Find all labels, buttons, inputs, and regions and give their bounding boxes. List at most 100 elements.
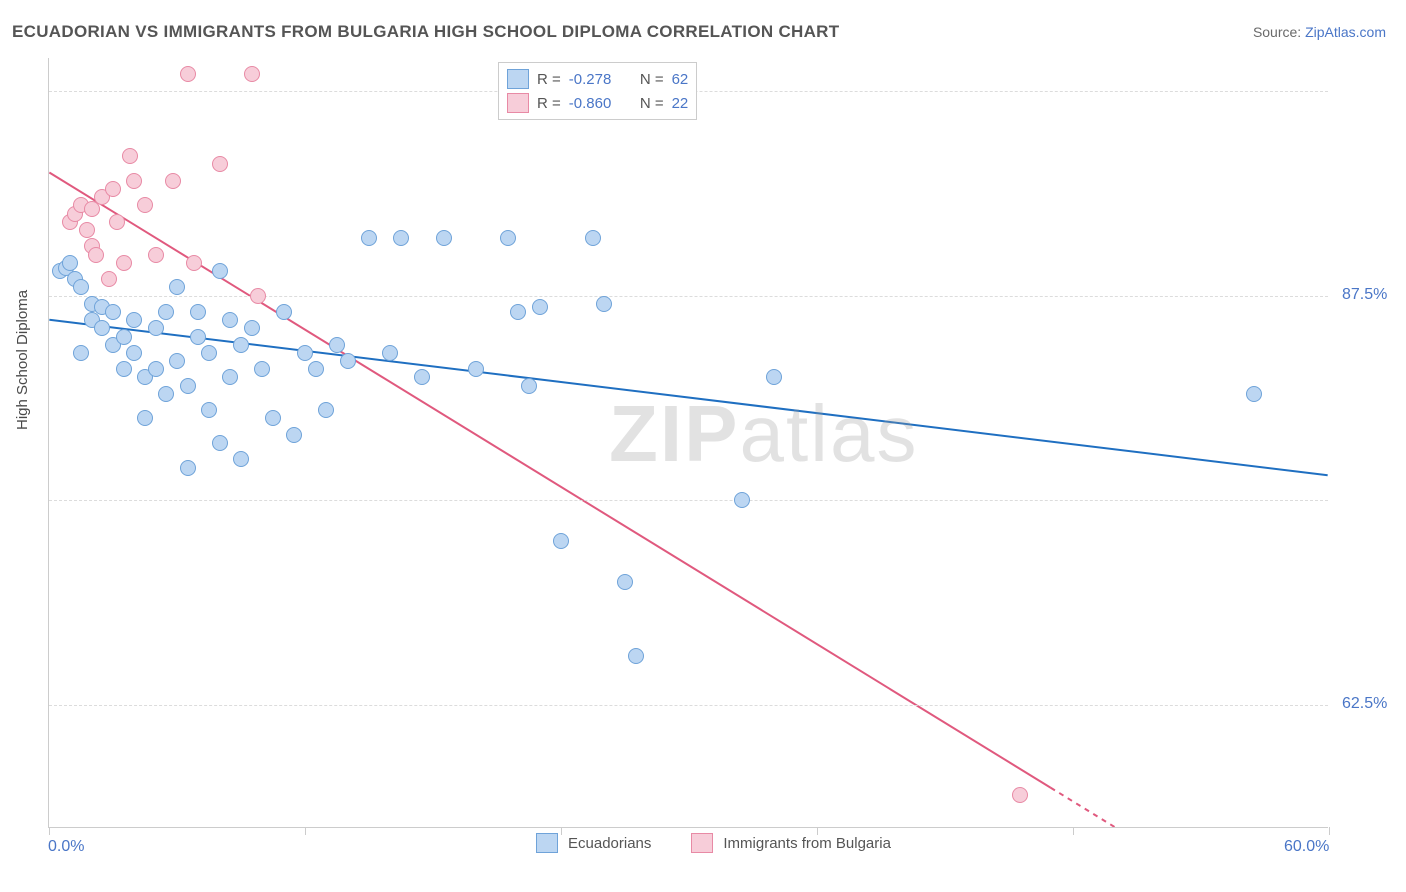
x-tick <box>1329 827 1330 835</box>
scatter-point <box>297 345 313 361</box>
scatter-point <box>165 173 181 189</box>
legend-stats-row: R = -0.278 N = 62 <box>507 67 688 91</box>
scatter-point <box>148 361 164 377</box>
scatter-point <box>222 369 238 385</box>
scatter-point <box>186 255 202 271</box>
legend-series-label: Immigrants from Bulgaria <box>723 835 891 852</box>
x-tick-label: 0.0% <box>48 838 84 856</box>
scatter-point <box>276 304 292 320</box>
scatter-point <box>553 533 569 549</box>
scatter-point <box>201 345 217 361</box>
scatter-point <box>233 337 249 353</box>
scatter-point <box>180 66 196 82</box>
legend-n-value: 62 <box>672 71 689 88</box>
scatter-point <box>190 304 206 320</box>
scatter-point <box>158 386 174 402</box>
scatter-point <box>148 320 164 336</box>
scatter-point <box>414 369 430 385</box>
x-tick <box>1073 827 1074 835</box>
legend-swatch <box>691 833 713 853</box>
scatter-point <box>148 247 164 263</box>
legend-r-value: -0.278 <box>569 71 612 88</box>
source-attribution: Source: ZipAtlas.com <box>1253 24 1386 40</box>
scatter-point <box>212 156 228 172</box>
scatter-point <box>73 279 89 295</box>
legend-n-label: N = <box>640 95 664 112</box>
scatter-point <box>393 230 409 246</box>
scatter-point <box>233 451 249 467</box>
watermark-rest: atlas <box>739 389 918 478</box>
legend-r-label: R = <box>537 95 561 112</box>
scatter-point <box>436 230 452 246</box>
scatter-point <box>340 353 356 369</box>
trend-lines-svg <box>49 58 1328 827</box>
y-tick-label: 87.5% <box>1342 286 1387 304</box>
scatter-point <box>212 435 228 451</box>
scatter-point <box>126 345 142 361</box>
gridline <box>49 500 1328 501</box>
scatter-point <box>532 299 548 315</box>
legend-n-label: N = <box>640 71 664 88</box>
scatter-point <box>585 230 601 246</box>
scatter-point <box>190 329 206 345</box>
scatter-point <box>1012 787 1028 803</box>
scatter-point <box>212 263 228 279</box>
scatter-point <box>94 320 110 336</box>
scatter-point <box>244 320 260 336</box>
scatter-point <box>308 361 324 377</box>
scatter-point <box>88 247 104 263</box>
scatter-point <box>126 312 142 328</box>
watermark: ZIPatlas <box>609 388 918 480</box>
scatter-point <box>109 214 125 230</box>
scatter-point <box>169 353 185 369</box>
legend-series: Ecuadorians Immigrants from Bulgaria <box>536 833 921 853</box>
scatter-point <box>361 230 377 246</box>
scatter-point <box>62 255 78 271</box>
source-prefix: Source: <box>1253 24 1305 40</box>
legend-swatch <box>507 69 529 89</box>
scatter-point <box>101 271 117 287</box>
source-link[interactable]: ZipAtlas.com <box>1305 24 1386 40</box>
scatter-point <box>169 279 185 295</box>
scatter-point <box>158 304 174 320</box>
scatter-point <box>468 361 484 377</box>
scatter-point <box>766 369 782 385</box>
scatter-point <box>105 304 121 320</box>
scatter-point <box>510 304 526 320</box>
scatter-point <box>244 66 260 82</box>
legend-series-label: Ecuadorians <box>568 835 651 852</box>
legend-r-value: -0.860 <box>569 95 612 112</box>
scatter-point <box>500 230 516 246</box>
scatter-point <box>286 427 302 443</box>
scatter-point <box>180 378 196 394</box>
scatter-point <box>122 148 138 164</box>
gridline <box>49 296 1328 297</box>
legend-swatch <box>507 93 529 113</box>
scatter-point <box>137 197 153 213</box>
scatter-point <box>318 402 334 418</box>
scatter-point <box>201 402 217 418</box>
scatter-point <box>1246 386 1262 402</box>
scatter-point <box>105 181 121 197</box>
scatter-point <box>250 288 266 304</box>
scatter-point <box>254 361 270 377</box>
trend-line-dashed <box>1051 788 1115 827</box>
scatter-point <box>180 460 196 476</box>
scatter-point <box>79 222 95 238</box>
scatter-point <box>521 378 537 394</box>
y-tick-label: 62.5% <box>1342 695 1387 713</box>
legend-swatch <box>536 833 558 853</box>
x-tick-label: 60.0% <box>1284 838 1329 856</box>
legend-stats-row: R = -0.860 N = 22 <box>507 91 688 115</box>
x-tick <box>305 827 306 835</box>
x-tick <box>49 827 50 835</box>
scatter-point <box>329 337 345 353</box>
scatter-point <box>116 329 132 345</box>
scatter-point <box>596 296 612 312</box>
legend-r-label: R = <box>537 71 561 88</box>
scatter-point <box>73 345 89 361</box>
legend-stats: R = -0.278 N = 62R = -0.860 N = 22 <box>498 62 697 120</box>
chart-title: ECUADORIAN VS IMMIGRANTS FROM BULGARIA H… <box>12 22 839 42</box>
scatter-point <box>222 312 238 328</box>
scatter-point <box>628 648 644 664</box>
